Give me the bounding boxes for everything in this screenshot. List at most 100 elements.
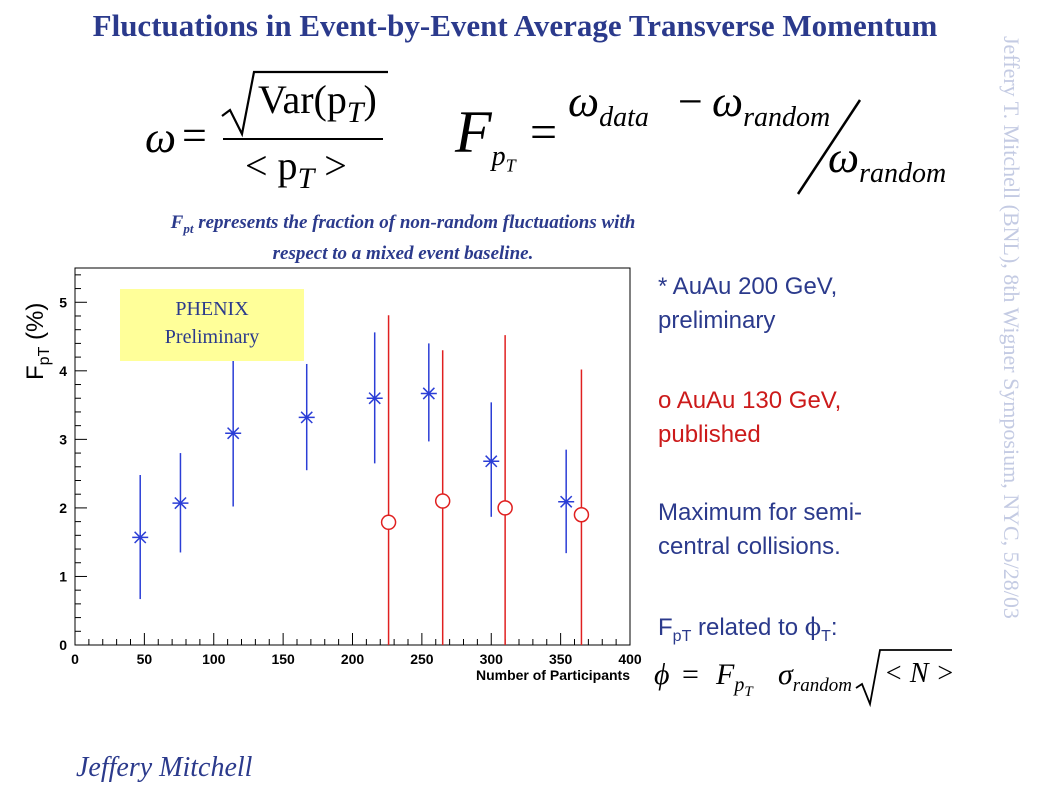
x-tick-label: 200 (341, 651, 365, 667)
bullet-maximum: Maximum for semi- central collisions. (658, 496, 862, 564)
phi-sigma-main: σ (778, 658, 793, 691)
F-term3-main: ω (828, 133, 860, 182)
F-term1: ωdata (568, 76, 649, 134)
data-point-circle (573, 507, 590, 523)
x-tick-label: 100 (202, 651, 226, 667)
chart-caption: Fpt represents the fraction of non-rando… (58, 210, 748, 266)
phi-F-subsub: T (744, 684, 753, 700)
phi-radicand: < N > (884, 658, 955, 689)
caption-F-sub: pt (183, 220, 194, 236)
phi-sigma-sub: random (792, 675, 852, 696)
x-axis-label: Number of Participants (476, 667, 630, 683)
F-term1-sub: data (599, 101, 649, 133)
omega-lhs: ω (145, 113, 177, 162)
F-term3-sub: random (859, 157, 947, 189)
bullet-200gev: * AuAu 200 GeV, preliminary (658, 270, 837, 338)
author-name: Jeffery Mitchell (76, 752, 253, 783)
omega-eq: = (182, 111, 207, 160)
omega-fraction-bar (223, 138, 383, 140)
slide-title: Fluctuations in Event-by-Event Average T… (92, 8, 938, 43)
F-lhs-main: F (455, 99, 492, 165)
bullet-200gev-line-1: * AuAu 200 GeV, (658, 273, 838, 300)
omega-den-close: > (314, 143, 347, 188)
phi-lhs: ϕ (654, 658, 670, 691)
formula-phi: ϕ = FpT σrandom < N > (652, 646, 957, 716)
omega-den-text: < p (245, 143, 298, 188)
formula-omega: ω = Var(pT) < pT > (140, 70, 390, 200)
caption-line-1-rest: represents the fraction of non-random fl… (193, 212, 636, 233)
data-point-circle (497, 500, 513, 516)
omega-num-close: ) (363, 77, 377, 122)
phi-F-sub: pT (734, 674, 752, 700)
bullet-related: FpT related to ϕT: (658, 610, 838, 654)
x-tick-label: 0 (71, 651, 79, 667)
x-tick-label: 350 (549, 651, 573, 667)
data-point-circle (380, 514, 397, 531)
data-point-star-d2 (560, 495, 573, 508)
y-tick-label: 5 (59, 294, 67, 310)
x-tick-label: 400 (618, 651, 642, 667)
data-point-star-d2 (134, 531, 147, 544)
y-tick-label: 0 (59, 637, 67, 653)
y-tick-label: 3 (59, 431, 67, 447)
data-point-star-d2 (485, 455, 498, 468)
preliminary-line-1: PHENIX (175, 298, 249, 320)
F-lhs: FpT (455, 98, 516, 177)
y-tick-label: 2 (59, 500, 67, 516)
formula-F: FpT = ωdata − ωrandom ωrandom / (450, 70, 970, 200)
bullet-130gev-line-2: published (658, 421, 761, 448)
F-lhs-sub: pT (491, 141, 516, 176)
phi-eq: = (682, 658, 699, 691)
omega-denominator: < pT > (245, 142, 347, 196)
F-term2-main: ω (712, 77, 744, 126)
caption-line-2: respect to a mixed event baseline. (272, 242, 534, 264)
bullet-maximum-line-1: Maximum for semi- (658, 499, 863, 526)
omega-num-text: Var(p (258, 77, 347, 122)
x-tick-label: 250 (410, 651, 434, 667)
bullet-related-mid: related to (691, 614, 805, 641)
F-term1-main: ω (568, 77, 600, 126)
F-lhs-sub-p: p (491, 141, 506, 172)
x-tick-label: 50 (137, 651, 153, 667)
F-slash-icon (796, 99, 862, 195)
y-tick-label: 1 (59, 568, 67, 584)
omega-num-sub: T (346, 96, 364, 129)
F-minus: − (678, 77, 703, 126)
data-point-star-d2 (174, 496, 187, 510)
data-point-star-d2 (300, 411, 313, 424)
bullet-related-phi-sub: T (821, 627, 831, 645)
F-lhs-subsub: T (505, 155, 516, 176)
y-tick-label: 4 (59, 363, 67, 379)
F-eq: = (530, 106, 558, 159)
bullet-related-F: F (658, 614, 673, 641)
bullet-200gev-line-2: preliminary (658, 307, 776, 334)
phi-F-sub-p: p (734, 674, 745, 696)
data-point-star-d2 (227, 427, 240, 440)
data-point-star-d2 (422, 387, 435, 400)
phi-F: FpT (716, 658, 753, 701)
omega-numerator: Var(pT) (258, 76, 377, 130)
phenix-preliminary-box: PHENIX Preliminary (120, 289, 304, 361)
phi-sqrt-icon (855, 649, 952, 708)
bullet-130gev: o AuAu 130 GeV, published (658, 384, 841, 452)
bullet-related-end: : (830, 614, 838, 641)
bullet-related-phi: ϕ (804, 613, 822, 641)
caption-F: F (170, 212, 184, 233)
omega-sqrt-icon (221, 70, 388, 138)
bullet-130gev-line-1: o AuAu 130 GeV, (658, 387, 842, 414)
F-term2: ωrandom (712, 76, 830, 134)
bullet-maximum-line-2: central collisions. (658, 533, 841, 560)
x-tick-label: 150 (271, 651, 295, 667)
bullet-related-F-sub: pT (672, 627, 692, 645)
preliminary-line-2: Preliminary (164, 326, 260, 348)
phi-sigma: σrandom (778, 658, 852, 697)
F-term3: ωrandom (828, 132, 946, 190)
x-tick-label: 300 (480, 651, 504, 667)
caption-line-1: Fpt represents the fraction of non-rando… (58, 210, 748, 241)
data-point-star-d2 (368, 392, 381, 405)
F-term2-sub: random (743, 101, 831, 133)
omega-den-sub: T (297, 162, 315, 195)
phi-F-main: F (716, 658, 735, 691)
data-point-circle (434, 493, 451, 509)
